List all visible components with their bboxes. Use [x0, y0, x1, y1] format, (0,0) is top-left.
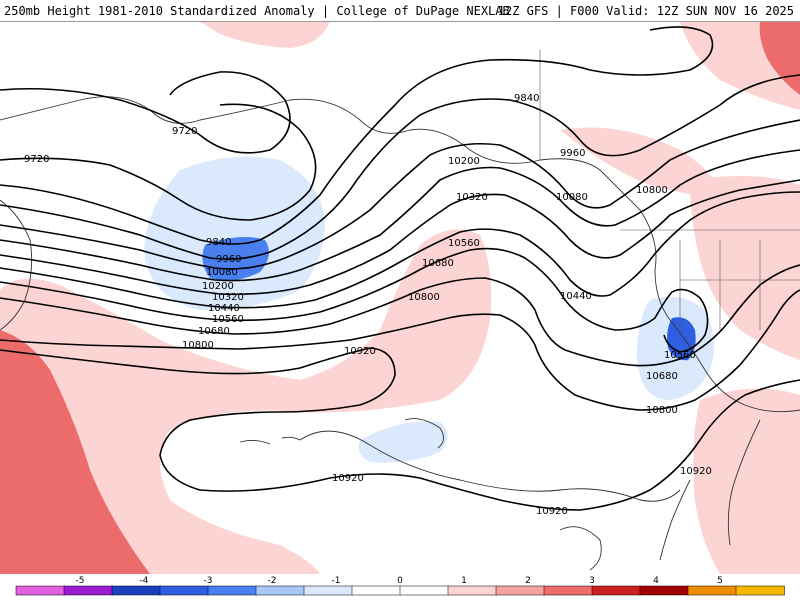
colorbar-tick-label: 0 — [397, 576, 403, 586]
colorbar-swatch — [207, 585, 257, 596]
contour-label: 10080 — [206, 267, 238, 278]
contour-label: 10920 — [680, 466, 712, 477]
hawaiian-islands — [239, 418, 444, 449]
anomaly-pos-strong-west — [0, 330, 150, 574]
contour-label: 10080 — [556, 192, 588, 203]
colorbar-swatch — [15, 585, 65, 596]
colorbar-swatch — [735, 585, 785, 596]
anomaly-pos-north-america — [690, 176, 800, 360]
contour-label: 9720 — [172, 126, 197, 137]
model-valid-time: 12Z GFS | F000 Valid: 12Z SUN NOV 16 202… — [497, 4, 794, 18]
contour-label: 10680 — [422, 258, 454, 269]
political-borders — [539, 50, 800, 330]
contour-label: 10320 — [456, 192, 488, 203]
coastline-tropical — [299, 430, 681, 502]
contour-label: 10800 — [408, 292, 440, 303]
coastline-mexico — [727, 419, 761, 546]
contour-10920 — [0, 347, 800, 511]
colorbar-swatch — [495, 585, 545, 596]
height-contours — [0, 26, 800, 511]
colorbar-swatch — [303, 585, 353, 596]
contour-label: 10680 — [646, 371, 678, 382]
colorbar-tick-label: -1 — [332, 576, 341, 586]
contour-9720-b — [0, 103, 317, 221]
contour-10800 — [0, 289, 800, 411]
contour-label: 10200 — [448, 156, 480, 167]
map-title: 250mb Height 1981-2010 Standardized Anom… — [4, 4, 510, 18]
contour-label: 10800 — [636, 185, 668, 196]
colorbar-swatch — [591, 585, 641, 596]
colorbar-swatch — [63, 585, 113, 596]
colorbar-tick-label: 2 — [525, 576, 531, 586]
contour-label: 10920 — [332, 473, 364, 484]
contour-label: 10440 — [560, 291, 592, 302]
contour-label: 9960 — [560, 148, 585, 159]
anomaly-pos-canada-west — [560, 127, 720, 200]
contour-10200 — [0, 149, 800, 282]
colorbar-swatch — [543, 585, 593, 596]
border-us-states — [620, 229, 800, 330]
colorbar-ticks: -5 -4 -3 -2 -1 0 1 2 3 4 5 — [76, 576, 723, 586]
contour-label: 10320 — [212, 292, 244, 303]
contour-10440 — [0, 191, 800, 309]
colorbar-swatch — [159, 585, 209, 596]
contour-label: 9840 — [206, 237, 231, 248]
colorbar-swatch — [639, 585, 689, 596]
coastline-baja — [659, 479, 691, 561]
contour-9960 — [0, 74, 800, 260]
anomaly-map: 9720 9720 9840 9840 9960 9960 10080 1008… — [0, 22, 800, 574]
colorbar: -5 -4 -3 -2 -1 0 1 2 3 4 5 — [0, 574, 800, 600]
colorbar-tick-label: -2 — [268, 576, 277, 586]
contour-10320 — [0, 179, 800, 296]
anomaly-neg-hawaii — [358, 421, 448, 463]
contour-label: 10440 — [208, 303, 240, 314]
colorbar-tick-label: -3 — [204, 576, 213, 586]
colorbar-tick-label: 3 — [589, 576, 595, 586]
colorbar-tick-label: -5 — [76, 576, 85, 586]
coastline-kamchatka — [0, 199, 33, 331]
colorbar-tick-label: 1 — [461, 576, 467, 586]
anomaly-neg-gulf-alaska — [144, 156, 325, 310]
contour-label: 10560 — [664, 350, 696, 361]
coastline-north-pacific — [0, 96, 800, 413]
contour-10560 — [0, 247, 709, 353]
colorbar-canvas: -5 -4 -3 -2 -1 0 1 2 3 4 5 — [15, 576, 785, 596]
colorbar-swatch — [351, 585, 401, 596]
contour-label: 10680 — [198, 326, 230, 337]
colorbar-swatch — [111, 585, 161, 596]
contour-10080 — [0, 119, 800, 270]
colorbar-tick-label: 4 — [653, 576, 659, 586]
colorbar-swatch — [399, 585, 449, 596]
contour-label: 10560 — [448, 238, 480, 249]
anomaly-pos-north-pacific — [200, 22, 330, 48]
colorbar-tick-label: 5 — [717, 576, 723, 586]
colorbar-swatch — [687, 585, 737, 596]
colorbar-swatch — [255, 585, 305, 596]
coastlines — [0, 96, 800, 571]
contour-labels: 9720 9720 9840 9840 9960 9960 10080 1008… — [24, 93, 712, 517]
coastline-galapagos — [559, 526, 602, 571]
negative-anomaly-shading — [144, 156, 714, 463]
contour-label: 9720 — [24, 154, 49, 165]
contour-label: 10560 — [212, 314, 244, 325]
map-header: 250mb Height 1981-2010 Standardized Anom… — [0, 0, 800, 22]
contour-label: 10920 — [536, 506, 568, 517]
colorbar-tick-label: -4 — [140, 576, 149, 586]
contour-label: 10800 — [182, 340, 214, 351]
contour-label: 10800 — [646, 405, 678, 416]
anomaly-pos-central-pacific — [0, 229, 492, 574]
contour-label: 9960 — [216, 254, 241, 265]
contour-9720-a — [0, 71, 291, 154]
contour-label: 9840 — [514, 93, 539, 104]
contour-10680 — [0, 264, 800, 367]
contour-label: 10920 — [344, 346, 376, 357]
contour-label: 10200 — [202, 281, 234, 292]
map-canvas: 9720 9720 9840 9840 9960 9960 10080 1008… — [0, 22, 800, 574]
colorbar-swatches — [15, 585, 785, 596]
anomaly-pos-southeast — [693, 388, 800, 574]
contour-9840 — [0, 26, 714, 245]
colorbar-swatch — [447, 585, 497, 596]
